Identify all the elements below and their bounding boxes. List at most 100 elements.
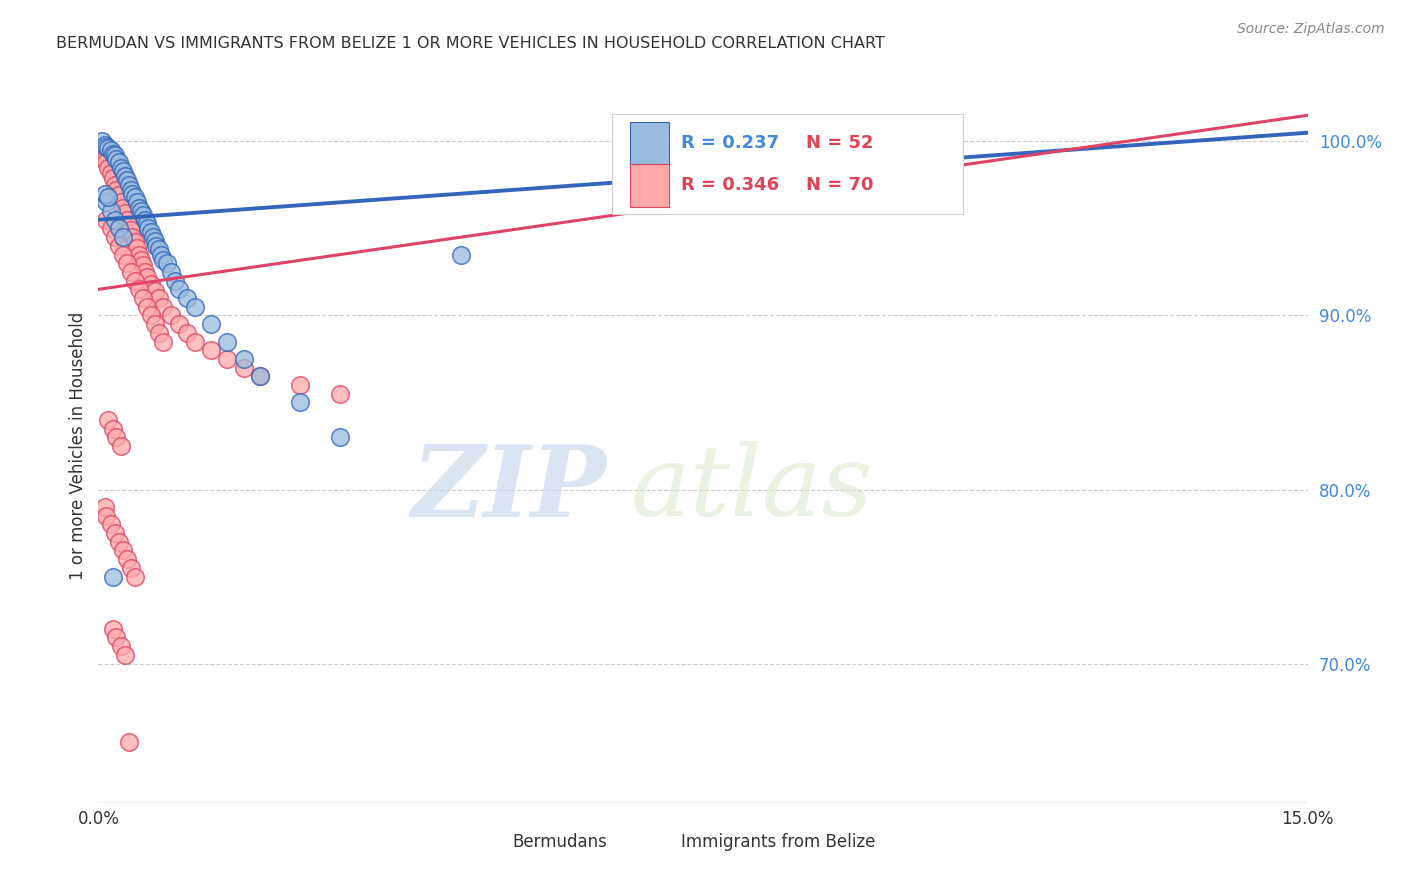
Point <box>118 178 141 192</box>
Point <box>111 201 134 215</box>
Point <box>94 137 117 152</box>
Point <box>148 326 170 340</box>
Point <box>107 239 129 253</box>
Point <box>156 256 179 270</box>
Point <box>148 243 170 257</box>
Point <box>121 186 143 201</box>
Point <box>124 190 146 204</box>
Point <box>184 300 207 314</box>
Text: R = 0.237: R = 0.237 <box>682 134 779 152</box>
Point <box>94 500 117 514</box>
Point <box>103 230 125 244</box>
Point <box>124 274 146 288</box>
Point <box>132 207 155 221</box>
Point <box>138 221 160 235</box>
Point <box>143 284 166 298</box>
Point <box>135 216 157 230</box>
Point <box>110 195 132 210</box>
Point <box>135 270 157 285</box>
Point <box>100 204 122 219</box>
Point <box>105 183 128 197</box>
Point <box>139 309 162 323</box>
Point <box>120 265 142 279</box>
Point <box>160 309 183 323</box>
Point <box>91 148 114 162</box>
Point <box>91 135 114 149</box>
Point <box>97 141 120 155</box>
Point <box>160 265 183 279</box>
Point <box>200 343 222 358</box>
Point <box>167 282 190 296</box>
Point <box>96 508 118 523</box>
FancyBboxPatch shape <box>630 121 669 164</box>
Point <box>111 230 134 244</box>
Point <box>142 230 165 244</box>
Point <box>103 526 125 541</box>
Point <box>200 317 222 331</box>
FancyBboxPatch shape <box>630 164 669 207</box>
Point <box>100 143 122 157</box>
Point <box>110 639 132 653</box>
Point <box>107 534 129 549</box>
Point <box>94 152 117 166</box>
Point <box>115 256 138 270</box>
Point <box>101 421 124 435</box>
Text: N = 70: N = 70 <box>806 177 873 194</box>
Point <box>152 334 174 349</box>
Point <box>128 282 150 296</box>
Point <box>97 161 120 175</box>
Point <box>100 166 122 180</box>
Point <box>114 648 136 662</box>
Point <box>110 161 132 175</box>
Point <box>127 241 149 255</box>
Point <box>115 172 138 186</box>
Point <box>101 622 124 636</box>
Point <box>128 247 150 261</box>
Point <box>111 164 134 178</box>
Point <box>134 212 156 227</box>
Point <box>450 247 472 261</box>
Point <box>167 317 190 331</box>
Point <box>107 188 129 202</box>
Text: N = 52: N = 52 <box>806 134 873 152</box>
FancyBboxPatch shape <box>465 830 503 856</box>
Point <box>96 155 118 169</box>
Point <box>217 334 239 349</box>
Point <box>145 239 167 253</box>
Point <box>121 230 143 244</box>
Point <box>288 378 311 392</box>
Text: Source: ZipAtlas.com: Source: ZipAtlas.com <box>1237 22 1385 37</box>
Point <box>329 386 352 401</box>
Point <box>100 221 122 235</box>
Point <box>163 274 186 288</box>
Point <box>105 631 128 645</box>
Point <box>132 291 155 305</box>
Point <box>184 334 207 349</box>
Y-axis label: 1 or more Vehicles in Household: 1 or more Vehicles in Household <box>69 312 87 580</box>
Point <box>101 569 124 583</box>
Point <box>132 258 155 272</box>
Point <box>176 326 198 340</box>
Point <box>124 235 146 250</box>
Text: ZIP: ZIP <box>412 441 606 537</box>
Text: R = 0.346: R = 0.346 <box>682 177 779 194</box>
Point <box>249 369 271 384</box>
Point <box>118 735 141 749</box>
Point <box>217 351 239 366</box>
Point <box>129 252 152 267</box>
Point <box>96 212 118 227</box>
Point <box>176 291 198 305</box>
Point <box>115 552 138 566</box>
Point <box>101 146 124 161</box>
Point <box>148 291 170 305</box>
FancyBboxPatch shape <box>634 830 672 856</box>
Point <box>105 430 128 444</box>
Point <box>143 317 166 331</box>
Point <box>110 439 132 453</box>
Text: BERMUDAN VS IMMIGRANTS FROM BELIZE 1 OR MORE VEHICLES IN HOUSEHOLD CORRELATION C: BERMUDAN VS IMMIGRANTS FROM BELIZE 1 OR … <box>56 36 886 51</box>
Point <box>128 201 150 215</box>
Point <box>134 265 156 279</box>
Point <box>103 178 125 192</box>
Point <box>249 369 271 384</box>
Text: Immigrants from Belize: Immigrants from Belize <box>682 833 876 851</box>
